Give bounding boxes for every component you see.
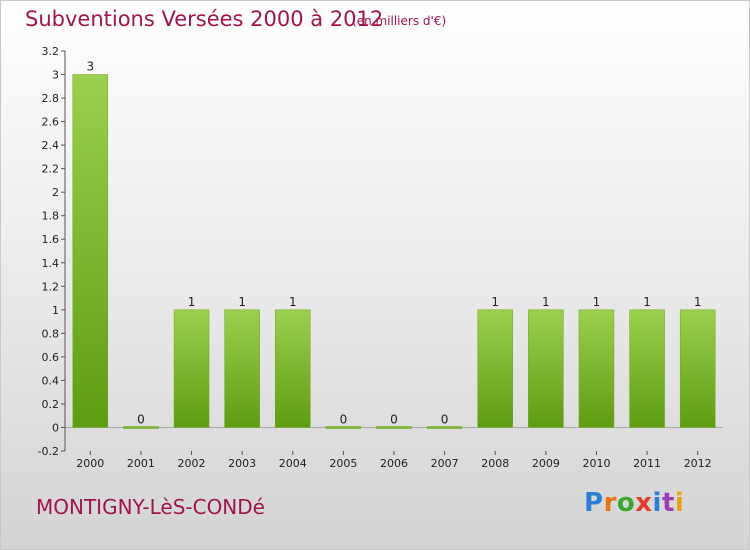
y-tick-label: 0.2 (42, 398, 60, 411)
x-tick-label: 2004 (279, 457, 307, 470)
x-tick-label: 2000 (76, 457, 104, 470)
x-tick-label: 2011 (633, 457, 661, 470)
bar (528, 309, 564, 428)
x-tick-label: 2006 (380, 457, 408, 470)
y-tick-label: 0.4 (42, 374, 60, 387)
data-label: 1 (593, 295, 601, 309)
y-tick-label: 1 (52, 304, 59, 317)
y-tick-label: -0.2 (38, 445, 59, 458)
data-label: 0 (137, 412, 145, 426)
data-label: 1 (643, 295, 651, 309)
x-tick-label: 2001 (127, 457, 155, 470)
bar (275, 309, 311, 428)
y-tick-label: 3 (52, 69, 59, 82)
logo-letter: i (652, 488, 662, 518)
bar (376, 426, 412, 429)
data-label: 0 (340, 412, 348, 426)
data-label: 0 (441, 412, 449, 426)
logo-letter: i (674, 488, 685, 518)
chart-title: Subventions Versées 2000 à 2012 (25, 7, 384, 31)
bar (325, 426, 362, 429)
data-label: 1 (491, 295, 499, 309)
logo-letter: x (635, 488, 653, 518)
bar (477, 309, 513, 428)
x-tick-label: 2005 (329, 457, 357, 470)
y-tick-label: 2.6 (42, 116, 60, 129)
data-label: 1 (238, 295, 246, 309)
data-label: 0 (390, 412, 398, 426)
x-tick-label: 2002 (178, 457, 206, 470)
bar (629, 309, 665, 428)
data-label: 1 (542, 295, 550, 309)
commune-name: MONTIGNY-LèS-CONDé (36, 495, 265, 519)
bar (224, 309, 260, 428)
logo-letter: P (584, 488, 604, 518)
y-tick-label: 2.4 (42, 139, 60, 152)
logo-letter: t (661, 488, 675, 518)
bar (578, 309, 615, 428)
bar (123, 426, 159, 429)
data-label: 3 (86, 60, 94, 74)
bar (173, 309, 210, 428)
y-tick-label: 1.6 (42, 233, 60, 246)
x-tick-label: 2007 (431, 457, 459, 470)
data-label: 1 (694, 295, 702, 309)
x-tick-label: 2008 (481, 457, 509, 470)
data-label: 1 (188, 295, 196, 309)
bar (679, 309, 716, 428)
x-tick-label: 2009 (532, 457, 560, 470)
proxiti-logo[interactable]: Proxiti (584, 488, 684, 518)
bar (426, 426, 463, 429)
x-tick-label: 2010 (582, 457, 610, 470)
y-tick-label: 0.6 (42, 351, 60, 364)
x-tick-label: 2003 (228, 457, 256, 470)
y-tick-label: 0 (52, 421, 59, 434)
y-tick-label: 1.4 (42, 257, 60, 270)
y-tick-label: 2.8 (42, 92, 60, 105)
data-label: 1 (289, 295, 297, 309)
logo-letter: o (616, 488, 636, 518)
logo-letter: r (603, 488, 617, 518)
y-tick-label: 0.8 (42, 327, 60, 340)
bar (72, 74, 109, 428)
x-tick-label: 2012 (684, 457, 712, 470)
y-tick-label: 2.2 (42, 163, 60, 176)
y-tick-label: 1.8 (42, 210, 60, 223)
y-tick-label: 3.2 (42, 45, 60, 58)
y-tick-label: 1.2 (42, 280, 60, 293)
y-tick-label: 2 (52, 186, 59, 199)
unit-label: (en milliers d'€) (352, 14, 447, 28)
